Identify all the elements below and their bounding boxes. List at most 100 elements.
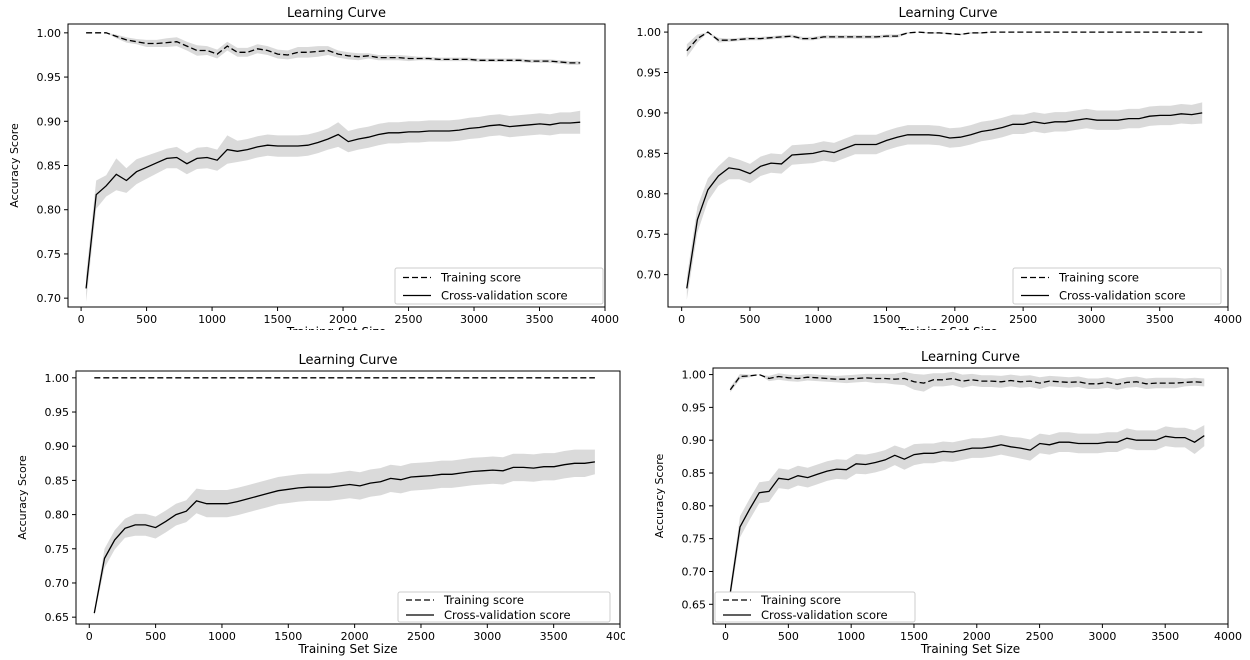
y-tick-label: 0.80 — [45, 509, 70, 522]
training-score-line — [86, 32, 581, 64]
chart-title: Learning Curve — [287, 6, 386, 21]
x-tick-label: 3000 — [460, 313, 488, 326]
y-tick-label: 0.95 — [37, 71, 62, 84]
x-tick-label: 3000 — [1088, 630, 1116, 643]
x-tick-label: 2000 — [341, 630, 369, 643]
x-tick-label: 0 — [86, 630, 93, 643]
x-tick-label: 3500 — [540, 630, 568, 643]
x-tick-label: 3000 — [1077, 313, 1105, 326]
y-tick-label: 1.00 — [37, 27, 62, 40]
y-axis-label: Accuracy Score — [16, 455, 29, 540]
x-tick-label: 4000 — [1214, 630, 1242, 643]
cross-validation-score-line — [93, 461, 595, 614]
y-tick-label: 1.00 — [682, 369, 707, 382]
y-tick-label: 0.85 — [682, 467, 707, 480]
x-tick-label: 1000 — [198, 313, 226, 326]
cross-validation-score-line — [729, 435, 1205, 593]
y-tick-label: 0.90 — [637, 107, 662, 120]
x-tick-label: 1000 — [804, 313, 832, 326]
y-tick-label: 0.70 — [682, 565, 707, 578]
y-tick-label: 0.85 — [45, 474, 70, 487]
learning-curve-chart-1: Learning Curve 0 500 1000 1500 2000 2500 3000 35… — [8, 6, 619, 330]
x-tick-label: 2500 — [407, 630, 435, 643]
training-score-line — [729, 373, 1205, 391]
x-tick-label: 4000 — [1214, 313, 1242, 326]
x-tick-label: 0 — [78, 313, 85, 326]
y-tick-label: 0.95 — [637, 67, 662, 80]
x-tick-label: 2000 — [329, 313, 357, 326]
x-axis-label: Training Set Size — [286, 325, 386, 330]
y-tick-label: 0.90 — [682, 434, 707, 447]
x-tick-label: 1000 — [837, 630, 865, 643]
y-tick-label: 0.70 — [637, 269, 662, 282]
chart-title: Learning Curve — [921, 350, 1020, 365]
plot-frame — [667, 23, 1229, 308]
y-tick-label: 0.80 — [37, 204, 62, 217]
x-tick-label: 1000 — [208, 630, 236, 643]
y-tick-label: 1.00 — [45, 372, 70, 385]
x-tick-label: 3500 — [1151, 630, 1179, 643]
y-tick-label: 0.95 — [682, 401, 707, 414]
y-tick-label: 0.75 — [45, 543, 70, 556]
learning-curve-chart-2: Learning Curve 0 500 1000 1500 2000 2500 3000 35… — [637, 6, 1243, 330]
y-tick-label: 0.85 — [37, 160, 62, 173]
x-tick-label: 3000 — [473, 630, 501, 643]
x-tick-label: 1500 — [900, 630, 928, 643]
chart-title: Learning Curve — [299, 353, 398, 368]
x-tick-label: 500 — [778, 630, 799, 643]
legend-label-cross-validation: Cross-validation score — [1059, 289, 1186, 303]
y-tick-label: 1.00 — [637, 26, 662, 39]
legend-label-training: Training score — [440, 271, 521, 285]
x-tick-label: 500 — [136, 313, 157, 326]
x-tick-label: 500 — [739, 313, 760, 326]
x-axis-label: Training Set Size — [297, 642, 397, 656]
y-axis-label: Accuracy Score — [653, 454, 666, 539]
x-tick-label: 2000 — [941, 313, 969, 326]
x-tick-label: 1500 — [264, 313, 292, 326]
chart-title: Learning Curve — [899, 6, 998, 21]
legend-label-cross-validation: Cross-validation score — [441, 289, 568, 303]
plot-frame — [712, 367, 1229, 625]
legend-label-training: Training score — [1058, 271, 1139, 285]
x-tick-label: 1500 — [274, 630, 302, 643]
y-tick-label: 0.85 — [637, 147, 662, 160]
legend-box — [397, 591, 611, 623]
y-tick-label: 0.75 — [637, 228, 662, 241]
x-tick-label: 4000 — [606, 630, 625, 643]
x-tick-label: 2500 — [395, 313, 423, 326]
x-tick-label: 2500 — [1009, 313, 1037, 326]
x-tick-label: 2000 — [963, 630, 991, 643]
legend: Training score Cross-validation score — [1012, 267, 1222, 305]
y-tick-label: 0.90 — [45, 440, 70, 453]
legend-box — [394, 267, 604, 305]
confidence-band-training — [730, 371, 1205, 393]
x-tick-label: 0 — [678, 313, 685, 326]
y-tick-label: 0.70 — [45, 577, 70, 590]
x-tick-label: 0 — [722, 630, 729, 643]
y-tick-label: 0.75 — [37, 248, 62, 261]
x-tick-label: 500 — [145, 630, 166, 643]
x-tick-label: 3500 — [1146, 313, 1174, 326]
confidence-band-training — [86, 32, 581, 65]
legend-box — [1012, 267, 1222, 305]
legend-label-cross-validation: Cross-validation score — [761, 608, 888, 622]
cross-validation-score-line — [85, 121, 581, 289]
y-tick-label: 0.65 — [682, 598, 707, 611]
plot-frame — [75, 370, 621, 625]
y-tick-label: 0.95 — [45, 406, 70, 419]
confidence-band-cross-validation — [94, 449, 595, 616]
x-tick-label: 4000 — [591, 313, 619, 326]
confidence-band-training — [686, 32, 1203, 58]
training-score-line — [686, 31, 1203, 52]
y-tick-label: 0.80 — [682, 500, 707, 513]
y-tick-label: 0.65 — [45, 611, 70, 624]
y-tick-label: 0.75 — [682, 533, 707, 546]
y-tick-label: 0.80 — [637, 188, 662, 201]
y-tick-label: 0.90 — [37, 115, 62, 128]
legend-label-cross-validation: Cross-validation score — [444, 608, 571, 622]
legend-label-training: Training score — [760, 593, 841, 607]
y-axis-label: Accuracy Score — [8, 123, 21, 208]
legend-label-training: Training score — [443, 593, 524, 607]
